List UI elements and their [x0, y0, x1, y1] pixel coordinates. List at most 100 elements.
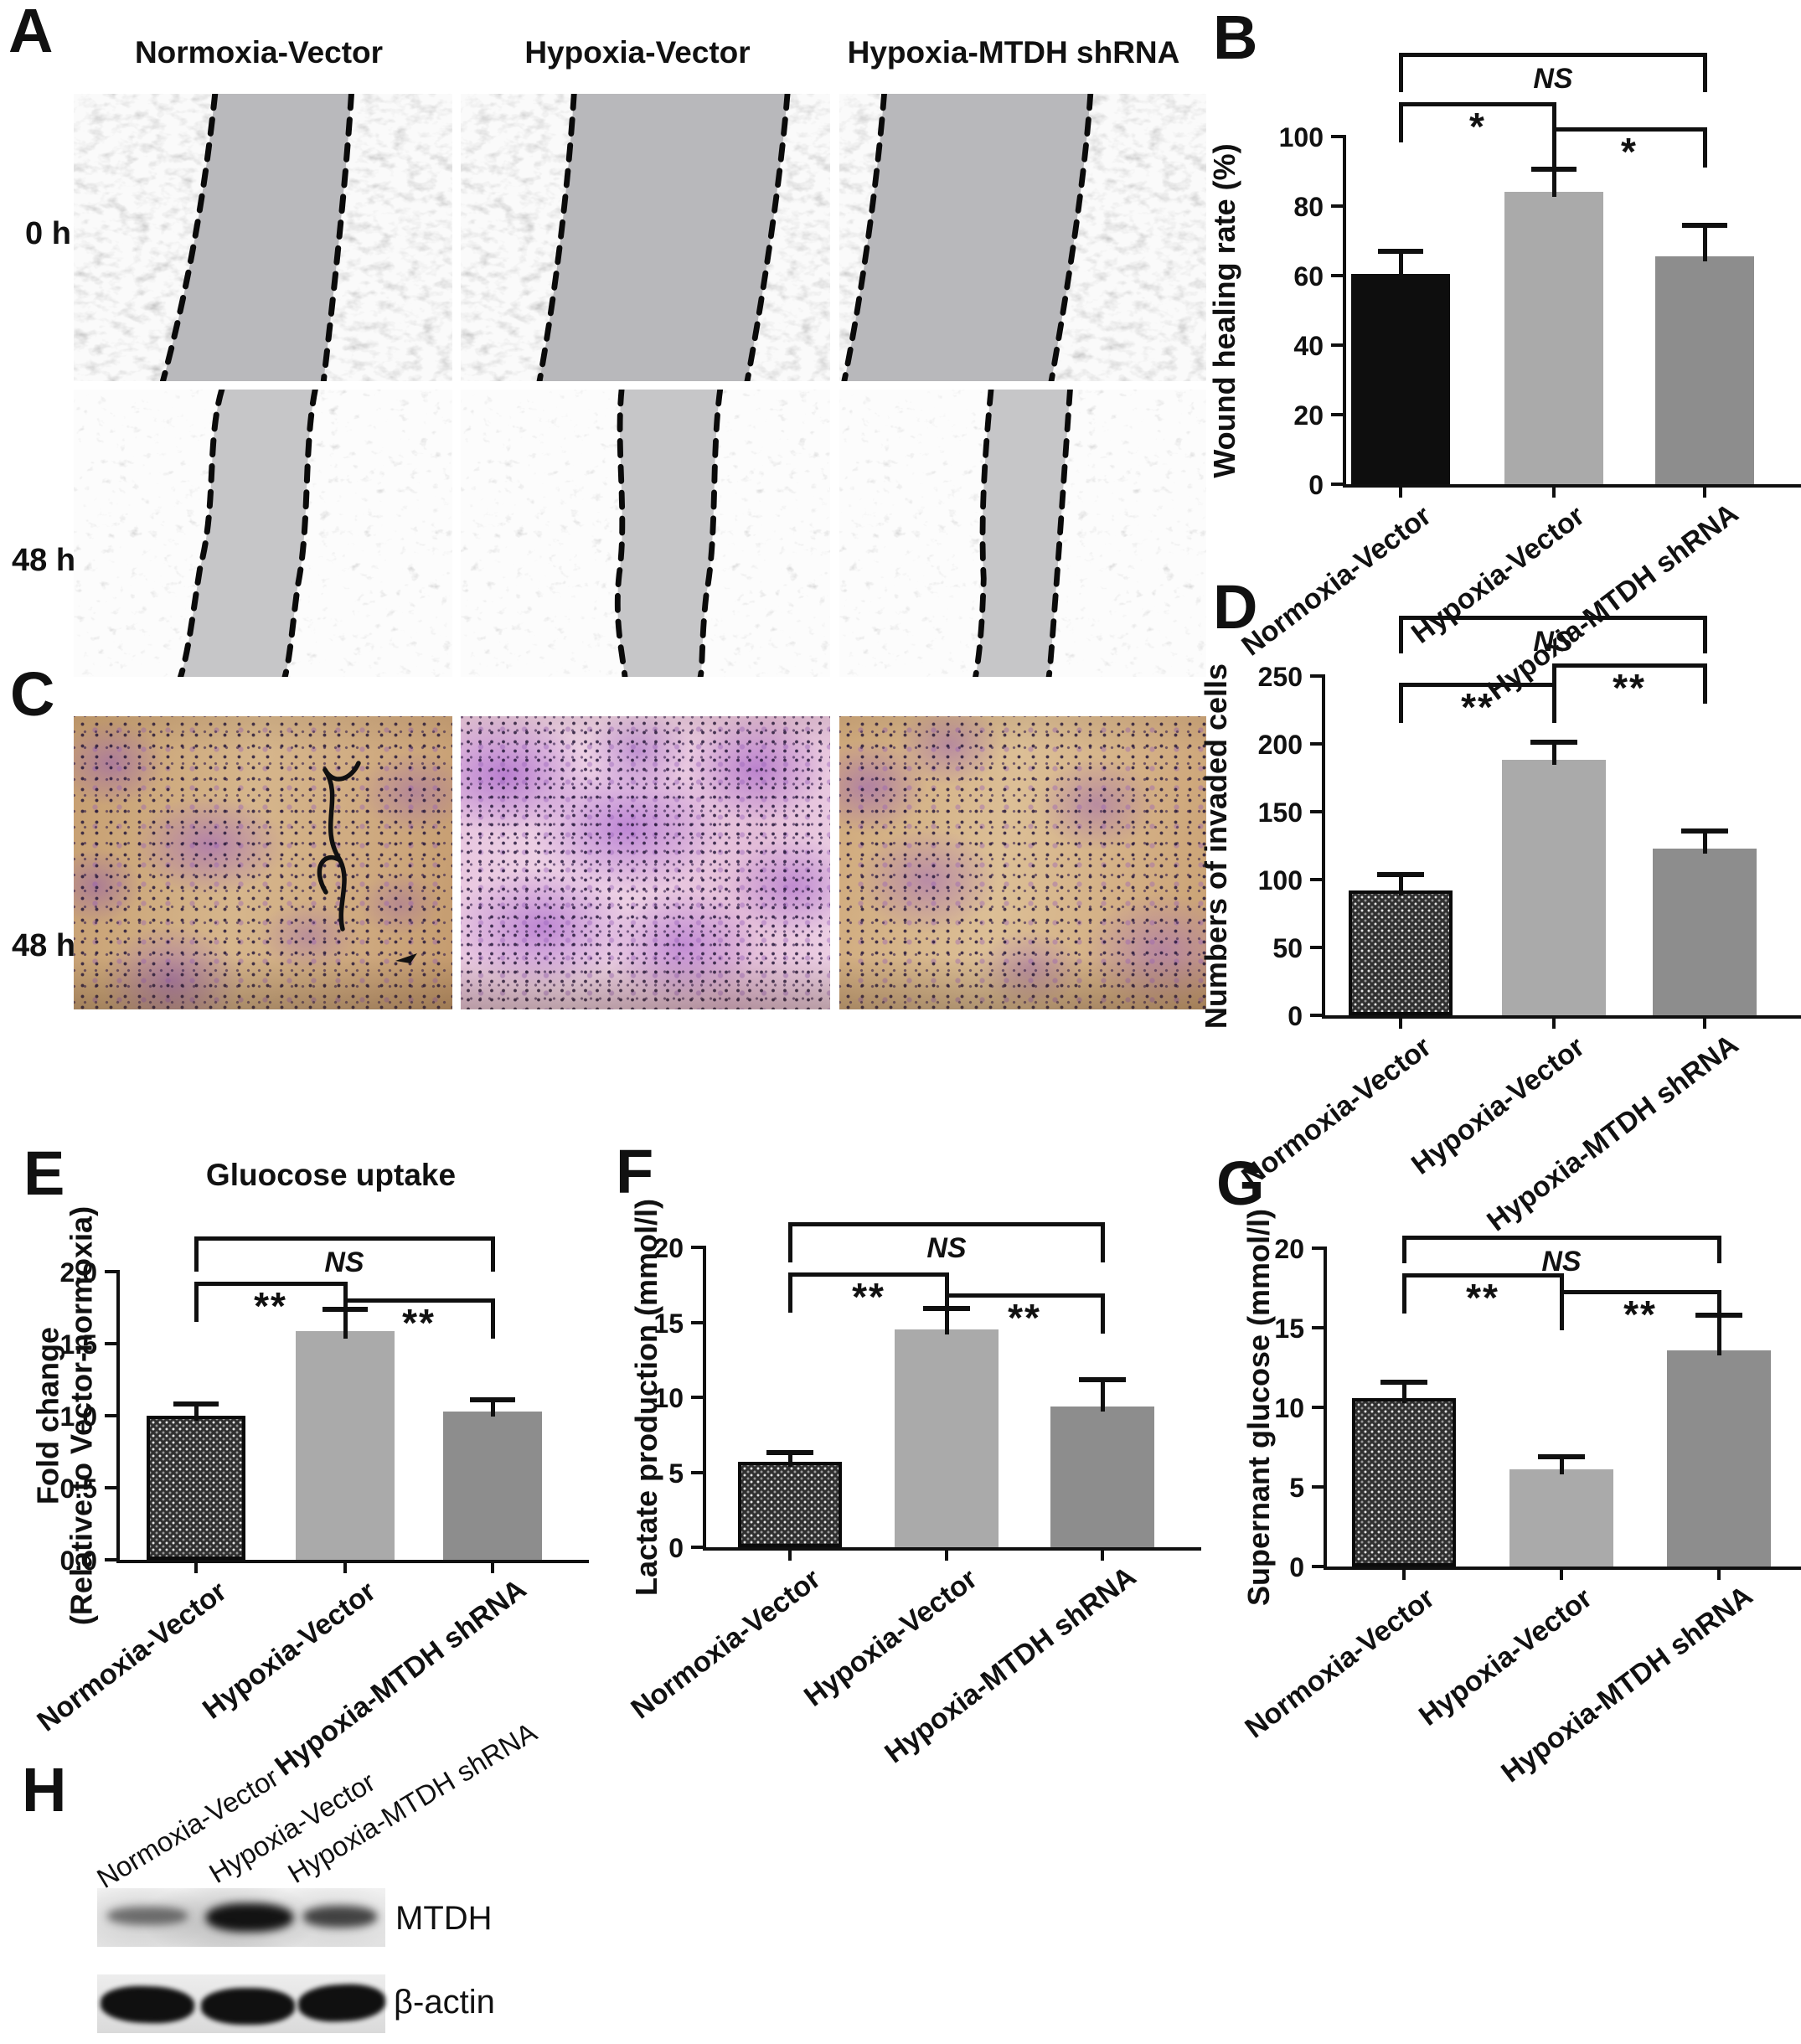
x-axis-line [703, 1547, 1201, 1551]
error-bar-line [1399, 251, 1403, 279]
x-tick-mark [1399, 488, 1402, 498]
panel-h-label: H [22, 1755, 66, 1825]
y-tick-mark [1312, 1247, 1324, 1250]
sig-bracket-line [1399, 102, 1556, 106]
sig-bracket-leg [1101, 1293, 1105, 1334]
y-tick-mark [1331, 343, 1343, 347]
invaded-cells-dots [461, 716, 830, 1009]
panel-b-chart-wound-healing-rate: Wound healing rate (%) 0 20 40 60 80 100 Normox… [1173, 0, 1801, 720]
sig-label: ** [254, 1284, 287, 1328]
row-label-48h: 48 h [12, 543, 76, 578]
y-tick-label: 0.5 [59, 1474, 97, 1504]
y-tick-mark [691, 1396, 703, 1399]
panel-c-label: C [10, 659, 54, 729]
y-tick-mark [1331, 204, 1343, 208]
y-tick-label: 1.5 [59, 1329, 97, 1360]
sig-bracket-line [788, 1272, 949, 1277]
error-bar-cap [1377, 872, 1424, 877]
sig-bracket-leg [788, 1272, 792, 1313]
mtdh-band-lane3 [303, 1906, 377, 1928]
western-blot-strip-mtdh [97, 1888, 385, 1947]
y-axis-title: Numbers of invaded cells [1199, 663, 1233, 1029]
blot-label-actin: β-actin [394, 1984, 495, 2021]
y-tick-mark [1310, 674, 1322, 678]
arrow-mark [395, 953, 417, 963]
y-tick-mark [1310, 742, 1322, 746]
sig-bracket-leg [1399, 683, 1403, 723]
sig-bracket-line [1402, 1273, 1564, 1278]
sig-bracket-line [1402, 1236, 1721, 1240]
y-axis-title: Wound healing rate (%) [1207, 143, 1241, 477]
sig-bracket-leg [1399, 102, 1403, 142]
sig-bracket-line [1399, 616, 1707, 620]
error-bar-line [1552, 742, 1556, 765]
sig-bracket-leg [945, 1272, 949, 1313]
y-tick-mark [105, 1558, 116, 1561]
wound-image-48h-hypoxia-mtdh-shrna [839, 390, 1206, 677]
y-tick-label: 5 [1289, 1473, 1304, 1503]
y-tick-label: 250 [1257, 662, 1303, 692]
image-shading [839, 716, 1206, 1009]
sig-bracket-leg [343, 1298, 348, 1339]
y-tick-label: 0 [1308, 470, 1324, 500]
x-category-label: Hypoxia-Vector [197, 1575, 382, 1726]
y-tick-mark [105, 1486, 116, 1489]
error-bar-line [1402, 1382, 1406, 1403]
x-tick-mark [1399, 1019, 1402, 1029]
panel-d-label: D [1213, 572, 1257, 642]
error-bar-cap [470, 1397, 515, 1402]
sig-label: NS [926, 1232, 967, 1264]
y-tick-mark [691, 1471, 703, 1474]
panel-f-chart-lactate-production: Lactate production (mmol/l) 0 5 10 15 20 Normo… [586, 1139, 1201, 1801]
sig-label: ** [1461, 685, 1494, 729]
x-tick-mark [1552, 488, 1556, 498]
sig-bracket-line [1399, 683, 1556, 687]
sig-bracket-leg [1703, 53, 1707, 92]
sig-label: ** [1008, 1296, 1041, 1339]
wound-image-0h-hypoxia-vector [461, 94, 830, 381]
error-bar-line [491, 1400, 495, 1417]
y-tick-label: 80 [1293, 192, 1324, 222]
sig-bracket-line [1399, 53, 1707, 57]
y-tick-label: 15 [1274, 1314, 1304, 1344]
sig-label: NS [1533, 626, 1573, 658]
y-axis-line [1343, 135, 1346, 486]
y-tick-mark [1331, 135, 1343, 138]
y-tick-label: 0 [1288, 1001, 1303, 1031]
error-bar-cap [1079, 1377, 1126, 1382]
sig-bracket-line [1552, 663, 1707, 668]
y-tick-mark [1312, 1485, 1324, 1489]
error-bar-line [1703, 225, 1707, 261]
y-tick-mark [1312, 1326, 1324, 1329]
y-tick-mark [1331, 413, 1343, 416]
y-axis-line [703, 1246, 706, 1549]
panel-f-label: F [616, 1137, 653, 1206]
y-tick-label: 200 [1257, 730, 1303, 760]
row-label-0h: 0 h [25, 216, 71, 251]
y-tick-label: 150 [1257, 797, 1303, 828]
y-tick-mark [1310, 1014, 1322, 1017]
y-axis-line [1324, 1247, 1327, 1568]
x-category-label: Normoxia-Vector [1239, 1582, 1441, 1745]
y-tick-mark [1310, 946, 1322, 949]
sig-bracket-leg [1560, 1290, 1564, 1330]
error-bar-cap [1531, 167, 1577, 172]
panel-d-chart-invaded-cells: Numbers of invaded cells 0 50 100 150 200 250 N… [1173, 570, 1801, 1237]
error-bar-line [788, 1453, 792, 1467]
invasion-image-normoxia-vector [74, 716, 452, 1009]
bar-Hypoxia-MTDH shRNA [1667, 1350, 1771, 1567]
sig-bracket-line [194, 1236, 495, 1241]
bar-Normoxia-Vector [1352, 1398, 1456, 1567]
sig-bracket-leg [1703, 127, 1707, 168]
error-bar-cap [1380, 1380, 1427, 1385]
sig-bracket-leg [1703, 616, 1707, 653]
sig-bracket-leg [788, 1222, 792, 1262]
sig-bracket-leg [194, 1236, 199, 1272]
error-bar-cap [1682, 223, 1727, 228]
bar-Hypoxia-Vector [1502, 760, 1606, 1015]
y-tick-label: 60 [1293, 261, 1324, 292]
sig-bracket-line [945, 1293, 1105, 1298]
invaded-cells-dots [839, 716, 1206, 1009]
sig-bracket-leg [1402, 1273, 1406, 1314]
y-tick-mark [1331, 483, 1343, 486]
